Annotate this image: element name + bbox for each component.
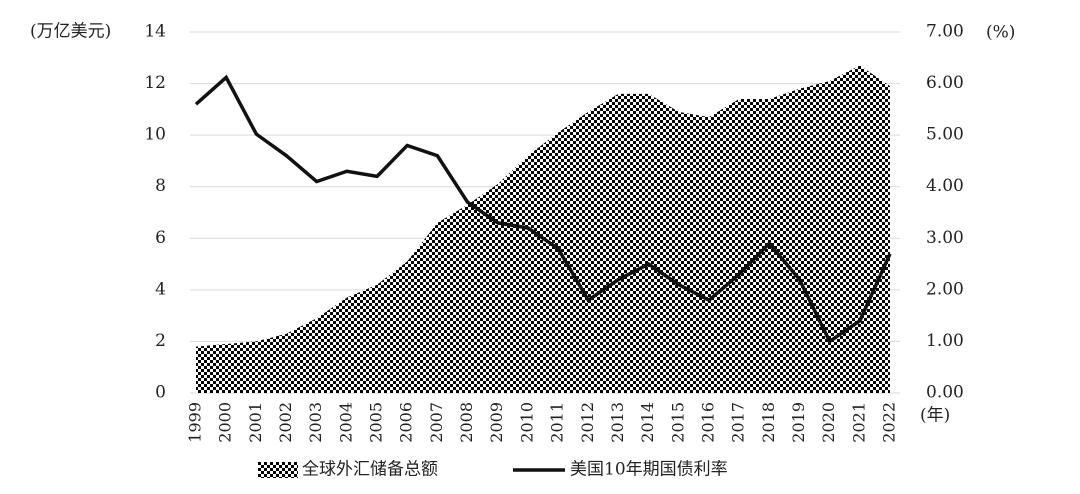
y2-tick-label: 6.00 <box>926 73 964 93</box>
x-tick-label: 2021 <box>849 402 868 443</box>
legend-swatch <box>258 462 298 478</box>
x-tick-label: 2017 <box>729 402 748 443</box>
x-tick-label: 2002 <box>276 402 295 443</box>
area <box>196 65 890 394</box>
x-tick-label: 2005 <box>367 402 386 443</box>
x-tick-label: 2013 <box>608 402 627 443</box>
x-tick-label: 2009 <box>487 402 506 443</box>
x-tick-label: 2010 <box>517 402 536 443</box>
y-tick-label: 14 <box>144 22 166 42</box>
y2-tick-label: 0.00 <box>926 383 964 403</box>
line <box>194 74 892 345</box>
y2-tick-label: 3.00 <box>926 228 964 248</box>
x-tick-label: 2015 <box>668 402 687 443</box>
y2-tick-label: 1.00 <box>926 331 964 351</box>
x-tick-label: 2016 <box>698 402 717 443</box>
y-tick-label: 0 <box>155 383 166 403</box>
x-tick-label: 2000 <box>216 402 235 443</box>
x-tick-label: 2006 <box>397 402 416 443</box>
x-tick-label: 2014 <box>638 402 657 443</box>
y-axis-label: (万亿美元) <box>30 22 111 42</box>
x-tick-label: 2019 <box>789 402 808 443</box>
y2-axis-label: (%) <box>986 23 1015 43</box>
y-tick-label: 8 <box>155 176 166 196</box>
y-tick-label: 2 <box>155 331 166 351</box>
x-axis-label: (年) <box>920 406 950 426</box>
x-tick-label: 2011 <box>548 402 567 443</box>
y-tick-label: 10 <box>144 125 166 145</box>
y2-tick-label: 4.00 <box>926 176 964 196</box>
x-tick-label: 2008 <box>457 402 476 443</box>
x-tick-label: 1999 <box>186 402 205 443</box>
legend-label: 美国10年期国债利率 <box>570 460 728 480</box>
x-tick-label: 2018 <box>759 402 778 443</box>
legend-label: 全球外汇储备总额 <box>302 460 438 480</box>
x-tick-label: 2007 <box>427 402 446 443</box>
y-tick-label: 4 <box>155 279 166 299</box>
y-tick-label: 12 <box>144 73 166 93</box>
x-tick-label: 2012 <box>578 402 597 443</box>
x-tick-label: 2020 <box>819 402 838 443</box>
y-tick-label: 6 <box>155 228 166 248</box>
x-tick-label: 2003 <box>306 402 325 443</box>
y2-tick-label: 5.00 <box>926 125 964 145</box>
y2-tick-label: 7.00 <box>926 22 964 42</box>
x-tick-label: 2022 <box>880 402 899 443</box>
y2-tick-label: 2.00 <box>926 279 964 299</box>
x-tick-label: 2004 <box>336 402 355 443</box>
x-tick-label: 2001 <box>246 402 265 443</box>
